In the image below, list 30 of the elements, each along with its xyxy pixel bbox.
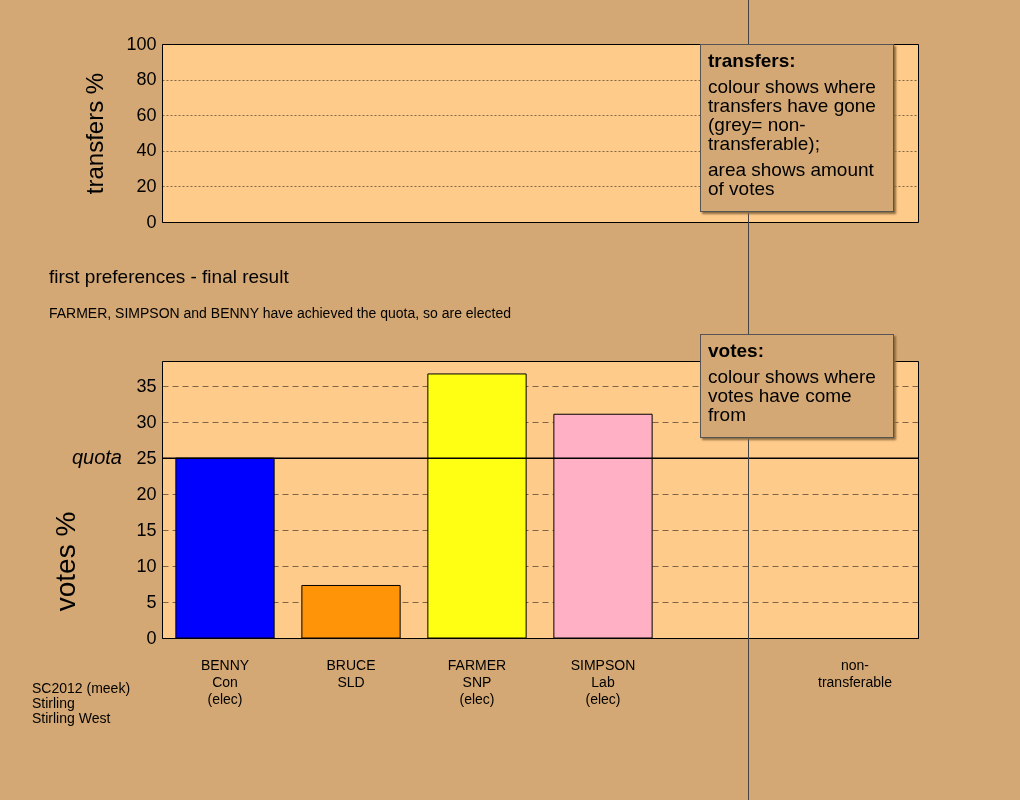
x-tick-label: SIMPSON Lab (elec) (570, 656, 636, 707)
y-tick-label: 25 (136, 447, 157, 468)
annotation: transfers: (708, 50, 797, 71)
y-tick-label: 30 (136, 411, 157, 432)
y-tick-label: 0 (146, 627, 157, 648)
y-tick-label: 40 (136, 140, 157, 161)
y-tick-label: 15 (136, 519, 157, 540)
chart-title: first preferences - final result (48, 266, 290, 287)
annotation: area shows amount of votes (708, 159, 875, 199)
y-tick-label: 20 (136, 483, 157, 504)
annotation: colour shows where votes have come from (708, 366, 877, 425)
text: votes: (708, 340, 765, 361)
ref-line-label: quota (71, 446, 122, 469)
x-tick-label: FARMER SNP (elec) (447, 656, 507, 707)
y-tick-label: 0 (146, 211, 157, 232)
annotation: colour shows where transfers have gone (grey= non-transferable); (708, 76, 877, 154)
x-tick-label: non- transferable (818, 656, 893, 690)
y-tick-label: 35 (136, 375, 157, 396)
y-tick-label: 10 (136, 555, 157, 576)
y-tick-label: 60 (136, 104, 157, 125)
y-tick-label: 80 (136, 69, 157, 90)
y-axis-title: votes % (50, 511, 82, 612)
y-tick-label: 100 (126, 33, 157, 54)
y-tick-label: 5 (146, 591, 157, 612)
x-tick-label: BENNY Con (elec) (200, 656, 250, 707)
y-axis-title: transfers % (81, 72, 109, 195)
y-tick-label: 20 (136, 175, 157, 196)
text: SC2012 (meek) Stirling Stirling West (32, 680, 131, 726)
x-tick-label: BRUCE SLD (326, 656, 376, 690)
chart-subtitle: FARMER, SIMPSON and BENNY have achieved the quota, so are elected (48, 305, 511, 321)
